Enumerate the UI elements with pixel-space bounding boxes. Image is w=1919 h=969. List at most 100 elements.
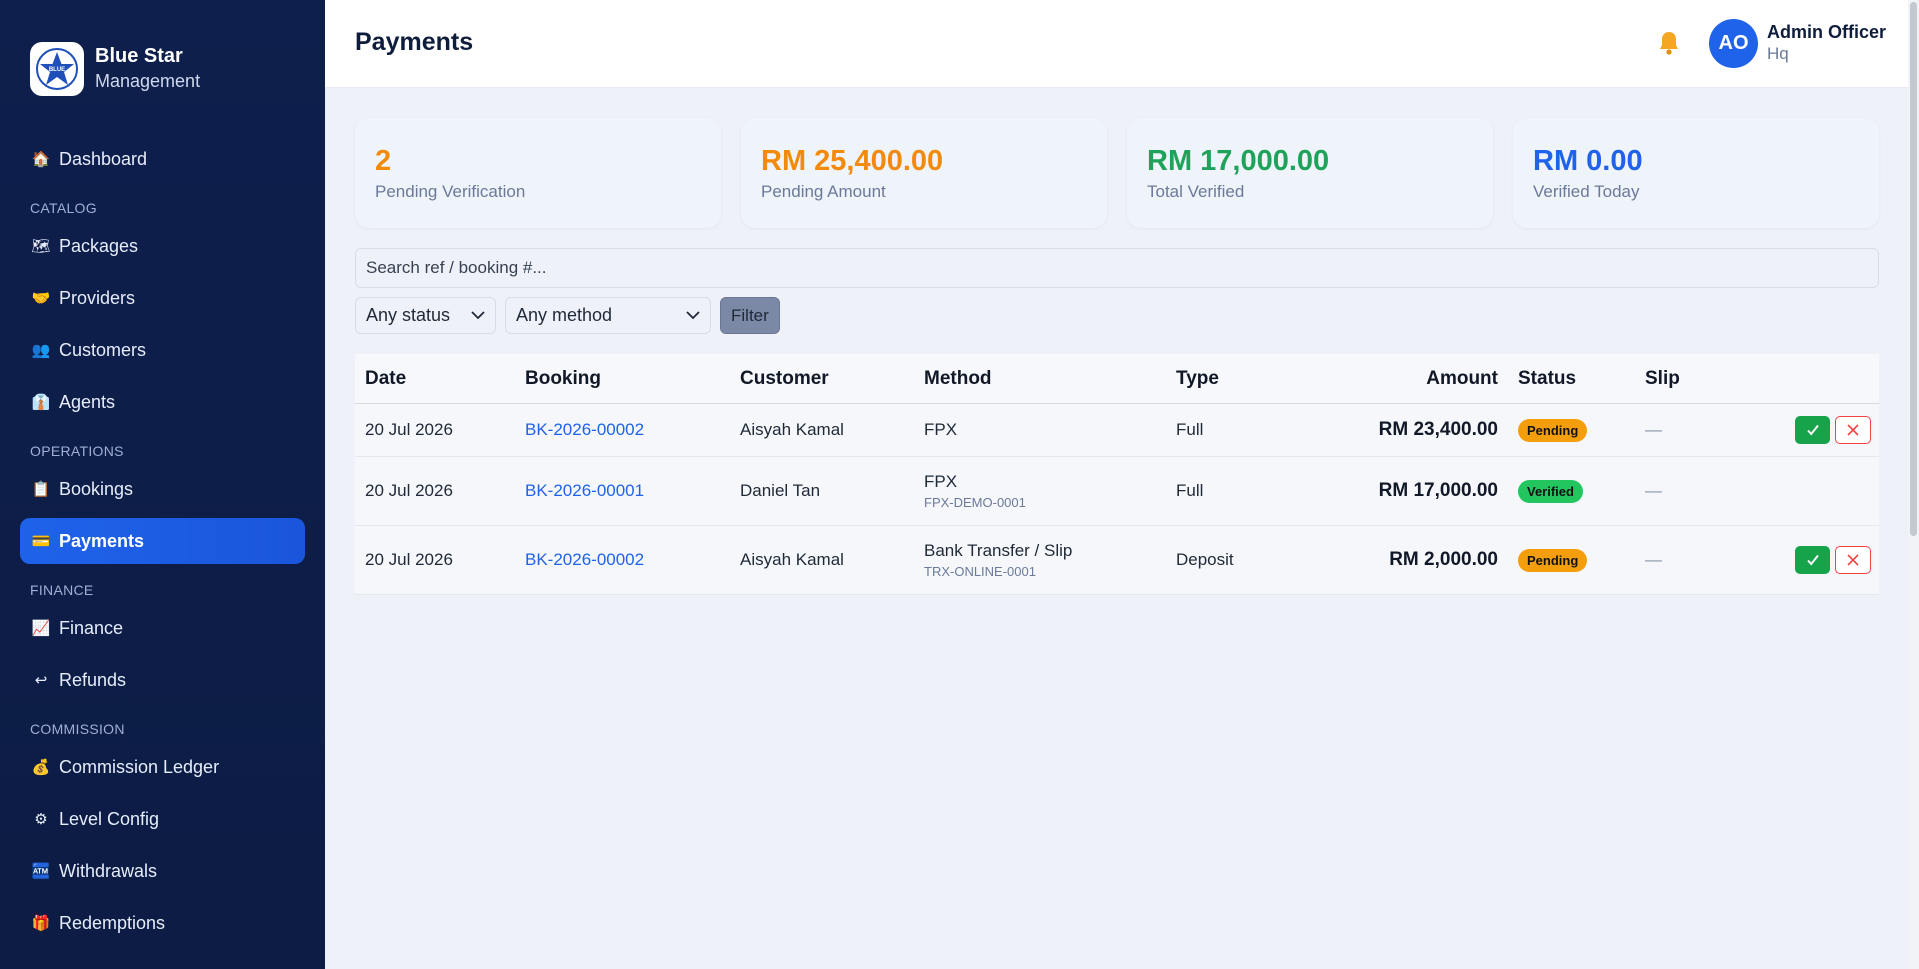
column-header-method[interactable]: Method (924, 367, 992, 389)
status-badge: Verified (1518, 479, 1583, 503)
stat-card-verified-today: RM 0.00 Verified Today (1513, 118, 1879, 228)
scrollbar-thumb[interactable] (1910, 2, 1917, 536)
gear-icon: ⚙ (34, 811, 48, 828)
chart-icon: 📈 (31, 620, 51, 637)
payments-table: Date Booking Customer Method Type Amount… (355, 354, 1879, 595)
status-badge: Pending (1518, 418, 1588, 442)
close-icon (1847, 424, 1859, 436)
sidebar-item-label: Finance (59, 617, 124, 638)
sidebar-item-commission-ledger[interactable]: 💰 Commission Ledger (20, 744, 305, 790)
column-header-date[interactable]: Date (365, 367, 407, 389)
column-header-customer[interactable]: Customer (740, 367, 829, 389)
clipboard-icon: 📋 (31, 481, 51, 498)
stat-label: Pending Verification (375, 182, 526, 201)
section-commission: COMMISSION (30, 721, 125, 737)
stat-value: RM 0.00 (1533, 145, 1643, 177)
cell-customer: Aisyah Kamal (740, 550, 844, 569)
sidebar-item-dashboard[interactable]: 🏠 Dashboard (20, 136, 305, 182)
cell-date: 20 Jul 2026 (365, 481, 453, 500)
cell-method: Bank Transfer / Slip TRX-ONLINE-0001 (914, 541, 1166, 579)
sidebar-item-agents[interactable]: 👔 Agents (20, 379, 305, 425)
booking-link[interactable]: BK-2026-00002 (525, 420, 645, 439)
sidebar-item-label: Withdrawals (59, 860, 158, 881)
brand-subtitle: Management (95, 71, 201, 91)
section-catalog: CATALOG (30, 200, 97, 216)
column-header-slip[interactable]: Slip (1645, 367, 1680, 389)
sidebar-item-level-config[interactable]: ⚙ Level Config (20, 796, 305, 842)
section-finance: FINANCE (30, 582, 94, 598)
sidebar-item-label: Agents (59, 391, 116, 412)
cell-customer: Daniel Tan (740, 481, 821, 500)
stat-card-pending-verification: 2 Pending Verification (355, 118, 721, 228)
table-row: 20 Jul 2026 BK-2026-00001 Daniel Tan FPX… (355, 457, 1879, 526)
sidebar-item-providers[interactable]: 🤝 Providers (20, 275, 305, 321)
user-name: Admin Officer (1767, 22, 1887, 42)
method-select[interactable]: Any method (505, 297, 711, 334)
sidebar-item-payments[interactable]: 💳 Payments (20, 518, 305, 564)
sidebar-item-finance[interactable]: 📈 Finance (20, 605, 305, 651)
page-scrollbar[interactable] (1908, 0, 1919, 969)
table-row: 20 Jul 2026 BK-2026-00002 Aisyah Kamal F… (355, 404, 1879, 457)
reject-button[interactable] (1835, 416, 1871, 444)
booking-link[interactable]: BK-2026-00002 (525, 550, 645, 569)
page-title: Payments (355, 28, 474, 56)
blue-star-logo-icon: BLUE (30, 42, 84, 96)
booking-link[interactable]: BK-2026-00001 (525, 481, 645, 500)
cell-type: Full (1176, 481, 1204, 500)
avatar[interactable]: AO (1709, 19, 1758, 68)
stat-value: RM 25,400.00 (761, 145, 944, 177)
row-actions (1795, 416, 1871, 444)
method-reference: TRX-ONLINE-0001 (924, 564, 1036, 579)
handshake-icon: 🤝 (31, 290, 51, 307)
status-select-value: Any status (366, 305, 451, 325)
stat-value: 2 (375, 145, 392, 177)
atm-icon: 🏧 (31, 863, 51, 880)
brand[interactable]: BLUE Blue Star Management (0, 0, 325, 110)
cell-slip: — (1645, 481, 1662, 500)
cell-slip: — (1645, 420, 1662, 439)
chevron-down-icon (686, 311, 700, 320)
status-select[interactable]: Any status (355, 297, 496, 334)
table-header-row: Date Booking Customer Method Type Amount… (355, 354, 1879, 404)
sidebar-item-customers[interactable]: 👥 Customers (20, 327, 305, 373)
column-header-type[interactable]: Type (1176, 367, 1219, 389)
cell-date: 20 Jul 2026 (365, 420, 453, 439)
table-row: 20 Jul 2026 BK-2026-00002 Aisyah Kamal B… (355, 526, 1879, 595)
return-icon: ↩ (34, 672, 48, 689)
filter-button[interactable]: Filter (720, 297, 780, 334)
money-bag-icon: 💰 (31, 759, 51, 776)
notification-bell-icon[interactable] (1657, 30, 1681, 63)
users-icon: 👥 (31, 342, 51, 359)
sidebar-item-packages[interactable]: 🗺 Packages (20, 223, 305, 269)
cell-slip: — (1645, 550, 1662, 569)
sidebar-item-refunds[interactable]: ↩ Refunds (20, 657, 305, 703)
sidebar-item-label: Bookings (59, 478, 134, 499)
sidebar-item-label: Commission Ledger (59, 756, 220, 777)
status-badge: Pending (1518, 548, 1588, 572)
sidebar-item-bookings[interactable]: 📋 Bookings (20, 466, 305, 512)
stat-label: Pending Amount (761, 182, 886, 201)
sidebar-item-label: Customers (59, 339, 147, 360)
sidebar-item-withdrawals[interactable]: 🏧 Withdrawals (20, 848, 305, 894)
sidebar-item-label: Refunds (59, 669, 127, 690)
gift-icon: 🎁 (31, 915, 51, 932)
stat-card-pending-amount: RM 25,400.00 Pending Amount (741, 118, 1107, 228)
cell-amount: RM 23,400.00 (1378, 419, 1498, 440)
reject-button[interactable] (1835, 546, 1871, 574)
search-input[interactable] (355, 248, 1879, 288)
column-header-booking[interactable]: Booking (525, 367, 601, 389)
approve-button[interactable] (1795, 546, 1830, 574)
column-header-status[interactable]: Status (1518, 367, 1577, 389)
summary-cards: 2 Pending Verification RM 25,400.00 Pend… (355, 118, 1879, 228)
row-actions (1795, 546, 1871, 574)
main-content: 2 Pending Verification RM 25,400.00 Pend… (355, 118, 1879, 595)
approve-button[interactable] (1795, 416, 1830, 444)
chevron-down-icon (471, 311, 485, 320)
stat-label: Verified Today (1533, 182, 1640, 201)
sidebar-item-label: Level Config (59, 808, 160, 829)
brand-name: Blue Star (95, 45, 183, 67)
cell-customer: Aisyah Kamal (740, 420, 844, 439)
sidebar-item-redemptions[interactable]: 🎁 Redemptions (20, 900, 305, 946)
method-name: FPX (924, 472, 958, 491)
column-header-amount[interactable]: Amount (1426, 367, 1498, 389)
